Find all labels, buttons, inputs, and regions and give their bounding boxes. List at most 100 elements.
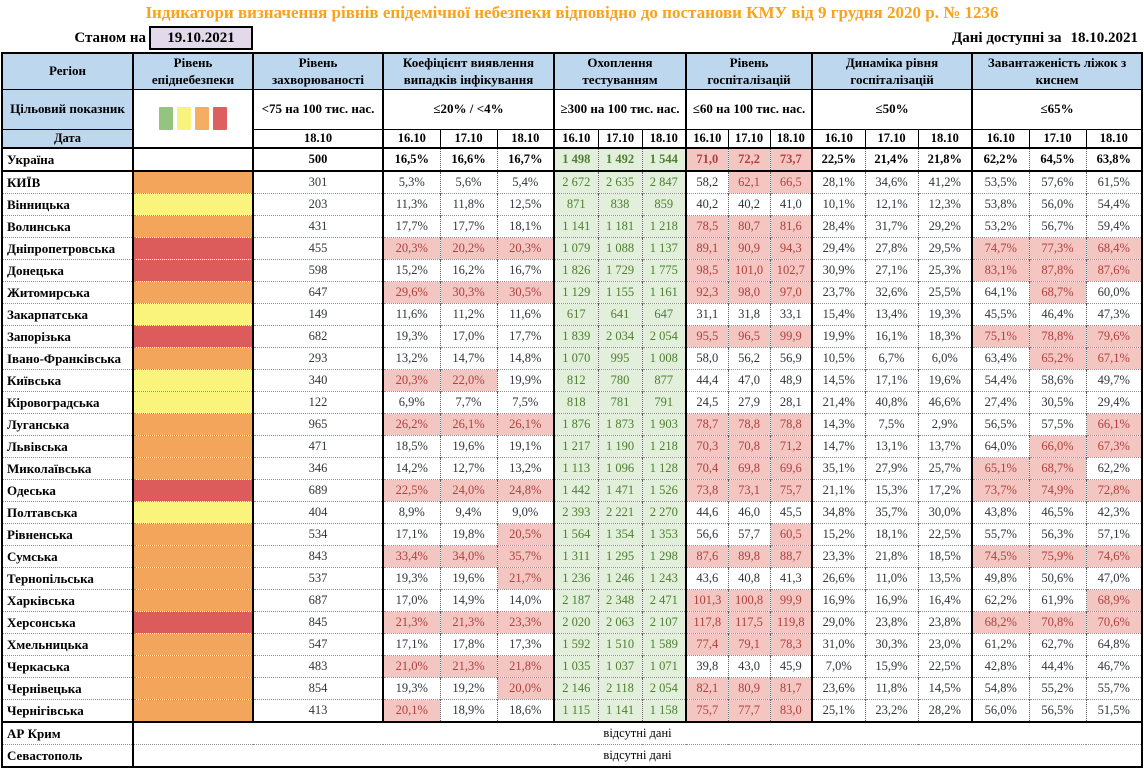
dynamics-value-cell: 26,6%: [811, 567, 866, 590]
testing-value-cell: 2 221: [597, 501, 642, 524]
epidemic-level-cell: [132, 237, 253, 260]
testing-value-cell: 1 298: [641, 545, 687, 568]
epidemic-level-legend: [132, 89, 254, 149]
testing-value-cell: 1 729: [597, 259, 642, 282]
bed-occupancy-value-cell: 55,2%: [1028, 677, 1087, 700]
detection-value-cell: 9,0%: [496, 501, 554, 524]
detection-value-cell: 20,2%: [439, 237, 497, 260]
hospitalization-value-cell: 58,0: [685, 347, 729, 370]
region-name-cell: Тернопільська: [2, 567, 133, 590]
epidemic-level-cell: [132, 677, 253, 700]
date-header: 18.10: [769, 129, 813, 149]
date-header: 16.10: [811, 129, 866, 149]
testing-value-cell: 2 107: [641, 611, 687, 634]
detection-value-cell: 16,7%: [496, 259, 554, 282]
hospitalization-value-cell: 73,7: [769, 147, 813, 172]
bed-occupancy-value-cell: 74,6%: [1085, 545, 1143, 568]
detection-value-cell: 7,7%: [439, 391, 497, 414]
testing-value-cell: 1 141: [597, 699, 642, 722]
detection-value-cell: 26,1%: [439, 413, 497, 436]
testing-value-cell: 2 054: [641, 677, 687, 700]
testing-value-cell: 1 129: [553, 281, 598, 304]
table-row: Дніпропетровська 455 20,3% 20,2% 20,3% 1 079 1…: [2, 237, 1143, 260]
bed-occupancy-value-cell: 62,2%: [971, 589, 1030, 612]
incidence-cell: 455: [252, 237, 383, 260]
incidence-cell: 483: [252, 655, 383, 678]
detection-value-cell: 5,3%: [382, 170, 440, 194]
hospitalization-value-cell: 70,3: [685, 435, 729, 458]
bed-occupancy-value-cell: 68,4%: [1085, 237, 1143, 260]
bed-occupancy-value-cell: 46,4%: [1028, 303, 1087, 326]
incidence-cell: 537: [252, 567, 383, 590]
table-row: Луганська 965 26,2% 26,1% 26,1% 1 876 1 873 1 9…: [2, 413, 1143, 436]
testing-value-cell: 2 471: [641, 589, 687, 612]
testing-value-cell: 2 635: [597, 170, 642, 194]
bed-occupancy-value-cell: 78,8%: [1028, 325, 1087, 348]
dynamics-value-cell: 15,9%: [864, 655, 919, 678]
hospitalization-value-cell: 56,9: [769, 347, 813, 370]
detection-value-cell: 11,6%: [496, 303, 554, 326]
testing-value-cell: 780: [597, 369, 642, 392]
dynamics-value-cell: 29,0%: [811, 611, 866, 634]
testing-value-cell: 812: [553, 369, 598, 392]
hospitalization-value-cell: 89,1: [685, 237, 729, 260]
hospitalization-value-cell: 98,5: [685, 259, 729, 282]
incidence-cell: 404: [252, 501, 383, 524]
incidence-cell: 122: [252, 391, 383, 414]
no-data-cell: відсутні дані: [131, 744, 1143, 767]
bed-occupancy-value-cell: 67,1%: [1085, 347, 1143, 370]
detection-value-cell: 20,0%: [496, 677, 554, 700]
detection-value-cell: 14,2%: [382, 457, 440, 480]
table-row: Тернопільська 537 19,3% 19,6% 21,7% 1 236 1 24…: [2, 567, 1143, 590]
testing-value-cell: 1 526: [641, 479, 687, 502]
dynamics-value-cell: 23,7%: [811, 281, 866, 304]
region-name-cell: АР Крим: [2, 721, 133, 745]
detection-value-cell: 14,7%: [439, 347, 497, 370]
dynamics-value-cell: 30,9%: [811, 259, 866, 282]
bed-occupancy-value-cell: 63,8%: [1085, 147, 1143, 172]
detection-value-cell: 13,2%: [382, 347, 440, 370]
detection-value-cell: 21,0%: [382, 655, 440, 678]
testing-value-cell: 1 353: [641, 523, 687, 546]
testing-value-cell: 877: [641, 369, 687, 392]
hospitalization-value-cell: 87,6: [685, 545, 729, 568]
detection-value-cell: 29,6%: [382, 281, 440, 304]
hospitalization-value-cell: 98,0: [727, 281, 771, 304]
region-name-cell: Донецька: [2, 259, 133, 282]
dynamics-value-cell: 28,1%: [811, 170, 866, 194]
testing-value-cell: 1 070: [553, 347, 598, 370]
region-name-cell: Миколаївська: [2, 457, 133, 480]
dynamics-value-cell: 11,0%: [864, 567, 919, 590]
testing-value-cell: 818: [553, 391, 598, 414]
testing-value-cell: 859: [641, 193, 687, 216]
dynamics-value-cell: 22,5%: [917, 655, 973, 678]
date-header: 17.10: [439, 129, 498, 149]
bed-occupancy-value-cell: 58,6%: [1028, 369, 1087, 392]
bed-occupancy-value-cell: 62,7%: [1028, 633, 1087, 656]
table-row: Кіровоградська 122 6,9% 7,7% 7,5% 818 781 791 24…: [2, 391, 1143, 414]
target-value: ≤60 на 100 тис. нас.: [685, 89, 813, 130]
table-row: Рівненська 534 17,1% 19,8% 20,5% 1 564 1 354 1 …: [2, 523, 1143, 546]
detection-value-cell: 22,0%: [439, 369, 497, 392]
detection-value-cell: 20,3%: [382, 369, 440, 392]
hospitalization-value-cell: 72,2: [727, 147, 771, 172]
testing-value-cell: 791: [641, 391, 687, 414]
dynamics-value-cell: 27,8%: [864, 237, 919, 260]
hospitalization-value-cell: 99,9: [769, 325, 813, 348]
epidemic-level-cell: [132, 545, 253, 568]
hospitalization-value-cell: 102,7: [769, 259, 813, 282]
detection-value-cell: 19,3%: [382, 325, 440, 348]
testing-value-cell: 1 115: [553, 699, 598, 722]
detection-value-cell: 19,6%: [439, 435, 497, 458]
testing-value-cell: 2 847: [641, 170, 687, 194]
detection-value-cell: 34,0%: [439, 545, 497, 568]
testing-value-cell: 1 471: [597, 479, 642, 502]
dynamics-value-cell: 27,1%: [864, 259, 919, 282]
column-header-epidemic-level: Рівень епіднебезпеки: [132, 52, 254, 90]
table-row: Харківська 687 17,0% 14,9% 14,0% 2 187 2 348 2 …: [2, 589, 1143, 612]
table-row: Львівська 471 18,5% 19,6% 19,1% 1 217 1 190 1 2…: [2, 435, 1143, 458]
bed-occupancy-value-cell: 65,1%: [971, 457, 1030, 480]
detection-value-cell: 17,3%: [496, 633, 554, 656]
epidemic-level-cell: [132, 523, 253, 546]
bed-occupancy-value-cell: 42,3%: [1085, 501, 1143, 524]
